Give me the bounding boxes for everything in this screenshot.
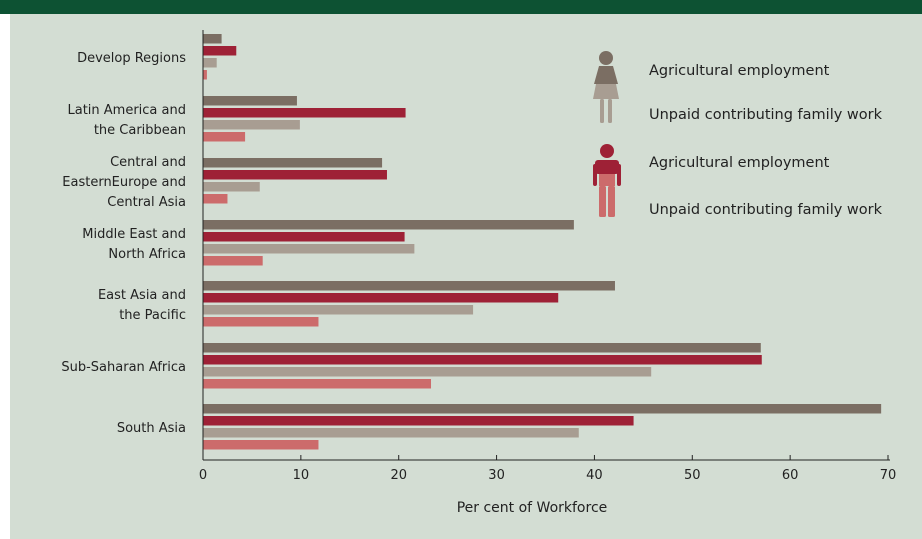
x-tick-label: 70 (880, 468, 897, 483)
legend-label-male-unpaid: Unpaid contributing family work (649, 202, 883, 218)
bar-female-unpaid-4 (203, 305, 474, 315)
category-label: the Caribbean (94, 123, 186, 138)
x-tick-label: 30 (488, 468, 505, 483)
woman-icon (593, 51, 619, 123)
category-label: Central and (110, 155, 186, 170)
bars-layer (203, 34, 882, 450)
category-label: Latin America and (67, 103, 186, 118)
bar-female-agricultural-4 (203, 281, 615, 291)
bar-male-unpaid-4 (203, 317, 319, 327)
x-tick-label: 50 (684, 468, 701, 483)
chart-panel (10, 14, 922, 539)
bar-male-unpaid-3 (203, 256, 263, 266)
bar-female-agricultural-3 (203, 220, 574, 230)
x-tick-label: 40 (586, 468, 603, 483)
category-label: South Asia (117, 421, 186, 436)
bar-female-unpaid-3 (203, 244, 415, 254)
x-tick-labels: 0 10 20 30 40 50 60 70 (199, 468, 896, 483)
x-axis-title: Per cent of Workforce (457, 500, 608, 516)
man-icon (593, 144, 621, 217)
bar-female-unpaid-5 (203, 367, 652, 377)
category-label: Central Asia (107, 195, 186, 210)
bar-male-agricultural-0 (203, 46, 237, 56)
category-label: Develop Regions (77, 51, 186, 66)
x-tick-label: 20 (390, 468, 407, 483)
bar-male-unpaid-2 (203, 194, 228, 204)
bar-male-unpaid-5 (203, 379, 432, 389)
bar-female-agricultural-1 (203, 96, 297, 106)
category-label: the Pacific (119, 308, 186, 323)
bar-male-unpaid-0 (203, 70, 207, 80)
category-label: Sub-Saharan Africa (61, 360, 186, 375)
legend-label-male-agricultural: Agricultural employment (649, 155, 830, 171)
category-label: EasternEurope and (62, 175, 186, 190)
category-labels: Develop Regions Latin America and the Cari… (61, 51, 186, 436)
x-tick-label: 10 (293, 468, 310, 483)
bar-male-agricultural-5 (203, 355, 762, 365)
bar-female-unpaid-6 (203, 428, 579, 438)
bar-female-agricultural-5 (203, 343, 761, 353)
bar-male-agricultural-6 (203, 416, 634, 426)
bar-female-agricultural-0 (203, 34, 222, 44)
legend: Agricultural employment Unpaid contributi… (593, 51, 883, 218)
x-tick-label: 60 (782, 468, 799, 483)
header-bar (0, 0, 922, 14)
bar-female-unpaid-1 (203, 120, 300, 130)
bar-male-agricultural-4 (203, 293, 559, 303)
bar-female-agricultural-2 (203, 158, 383, 168)
category-label: East Asia and (98, 288, 186, 303)
bar-female-unpaid-2 (203, 182, 260, 192)
bar-female-agricultural-6 (203, 404, 882, 414)
bar-female-unpaid-0 (203, 58, 217, 68)
legend-label-female-unpaid: Unpaid contributing family work (649, 107, 883, 123)
bar-male-agricultural-2 (203, 170, 387, 180)
x-tick-label: 0 (199, 468, 207, 483)
bar-male-unpaid-6 (203, 440, 319, 450)
bar-male-unpaid-1 (203, 132, 246, 142)
category-label: Middle East and (82, 227, 186, 242)
axes-layer (202, 30, 890, 461)
legend-label-female-agricultural: Agricultural employment (649, 63, 830, 79)
bar-male-agricultural-1 (203, 108, 406, 118)
bar-male-agricultural-3 (203, 232, 405, 242)
category-label: North Africa (108, 247, 186, 262)
